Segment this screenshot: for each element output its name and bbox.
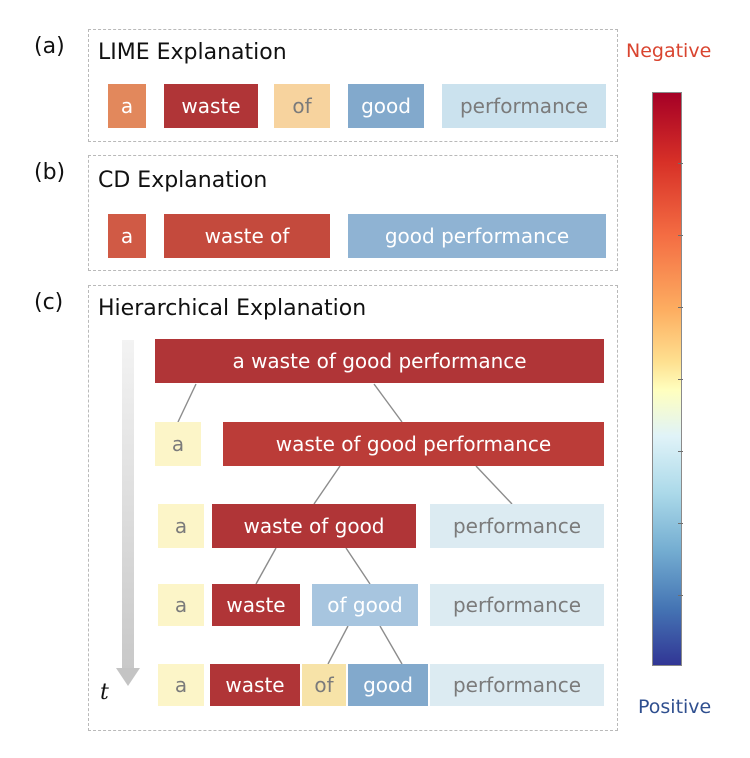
lime-token-performance: performance <box>442 84 606 128</box>
lime-token-a: a <box>108 84 146 128</box>
colorbar-positive-label: Positive <box>638 696 712 718</box>
lime-token-good: good <box>348 84 424 128</box>
hier-row3-token-a: a <box>158 504 204 548</box>
panel-c-label: (c) <box>34 290 64 315</box>
hier-row5-token-good: good <box>348 664 428 706</box>
colorbar-tick <box>678 307 683 308</box>
colorbar-tick <box>678 379 683 380</box>
hier-row5-token-waste: waste <box>210 664 300 706</box>
hier-row2-token-a: a <box>155 422 201 466</box>
hierarchical-panel <box>88 285 618 731</box>
hier-row5-token-a: a <box>158 664 204 706</box>
hier-row1-token-full: a waste of good performance <box>155 339 604 383</box>
lime-panel <box>88 29 618 142</box>
panel-b-label: (b) <box>34 160 66 185</box>
colorbar-negative-label: Negative <box>626 40 712 62</box>
hier-row3-token-waste-of-good: waste of good <box>212 504 416 548</box>
cd-token-good-performance: good performance <box>348 214 606 258</box>
hier-row5-token-performance: performance <box>430 664 604 706</box>
time-arrow-shaft <box>122 340 134 670</box>
cd-title: CD Explanation <box>98 168 268 193</box>
lime-title: LIME Explanation <box>98 40 287 65</box>
colorbar-tick <box>678 451 683 452</box>
panel-a-label: (a) <box>34 34 65 59</box>
hierarchical-title: Hierarchical Explanation <box>98 296 367 321</box>
cd-panel <box>88 155 618 271</box>
hier-row2-token-rest: waste of good performance <box>223 422 604 466</box>
hier-row5-token-of: of <box>302 664 346 706</box>
cd-token-a: a <box>108 214 146 258</box>
colorbar-tick <box>678 235 683 236</box>
lime-token-waste: waste <box>164 84 258 128</box>
hier-row4-token-waste: waste <box>212 584 300 626</box>
colorbar <box>652 92 682 666</box>
colorbar-tick <box>678 523 683 524</box>
hier-row4-token-performance: performance <box>430 584 604 626</box>
time-label: t <box>100 680 109 705</box>
cd-token-waste-of: waste of <box>164 214 330 258</box>
colorbar-tick <box>678 595 683 596</box>
lime-token-of: of <box>274 84 330 128</box>
time-arrow-head <box>116 668 140 686</box>
hier-row4-token-a: a <box>158 584 204 626</box>
hier-row3-token-performance: performance <box>430 504 604 548</box>
colorbar-tick <box>678 163 683 164</box>
hier-row4-token-of-good: of good <box>312 584 418 626</box>
